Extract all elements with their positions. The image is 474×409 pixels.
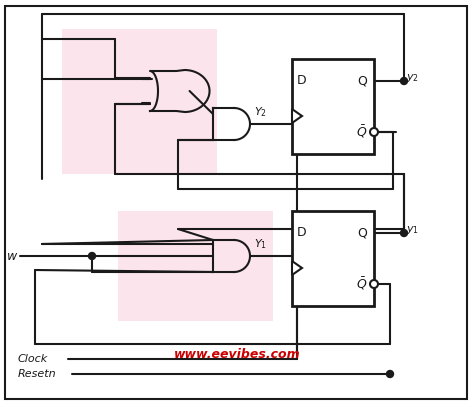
Text: $w$: $w$ bbox=[6, 249, 18, 263]
Text: Resetn: Resetn bbox=[18, 369, 56, 379]
Text: www.eevibes.com: www.eevibes.com bbox=[173, 348, 301, 360]
Circle shape bbox=[370, 128, 378, 136]
Text: D: D bbox=[297, 227, 307, 240]
Bar bbox=[292, 211, 374, 306]
Text: $y_2$: $y_2$ bbox=[406, 72, 419, 84]
Circle shape bbox=[370, 280, 378, 288]
Bar bbox=[62, 29, 217, 174]
Text: Q: Q bbox=[357, 74, 367, 88]
Circle shape bbox=[386, 371, 393, 378]
Bar bbox=[118, 211, 273, 321]
Text: Clock: Clock bbox=[18, 354, 48, 364]
Polygon shape bbox=[292, 261, 302, 275]
Text: $\bar{Q}$: $\bar{Q}$ bbox=[356, 124, 368, 140]
Text: Q: Q bbox=[357, 227, 367, 240]
Text: $\bar{Q}$: $\bar{Q}$ bbox=[356, 276, 368, 292]
Polygon shape bbox=[292, 109, 302, 123]
Circle shape bbox=[89, 252, 95, 259]
Text: $y_1$: $y_1$ bbox=[406, 224, 419, 236]
Circle shape bbox=[401, 77, 408, 85]
Text: $Y_2$: $Y_2$ bbox=[254, 105, 267, 119]
Circle shape bbox=[401, 229, 408, 236]
Bar bbox=[292, 59, 374, 154]
Text: D: D bbox=[297, 74, 307, 88]
Text: $Y_1$: $Y_1$ bbox=[254, 237, 267, 251]
